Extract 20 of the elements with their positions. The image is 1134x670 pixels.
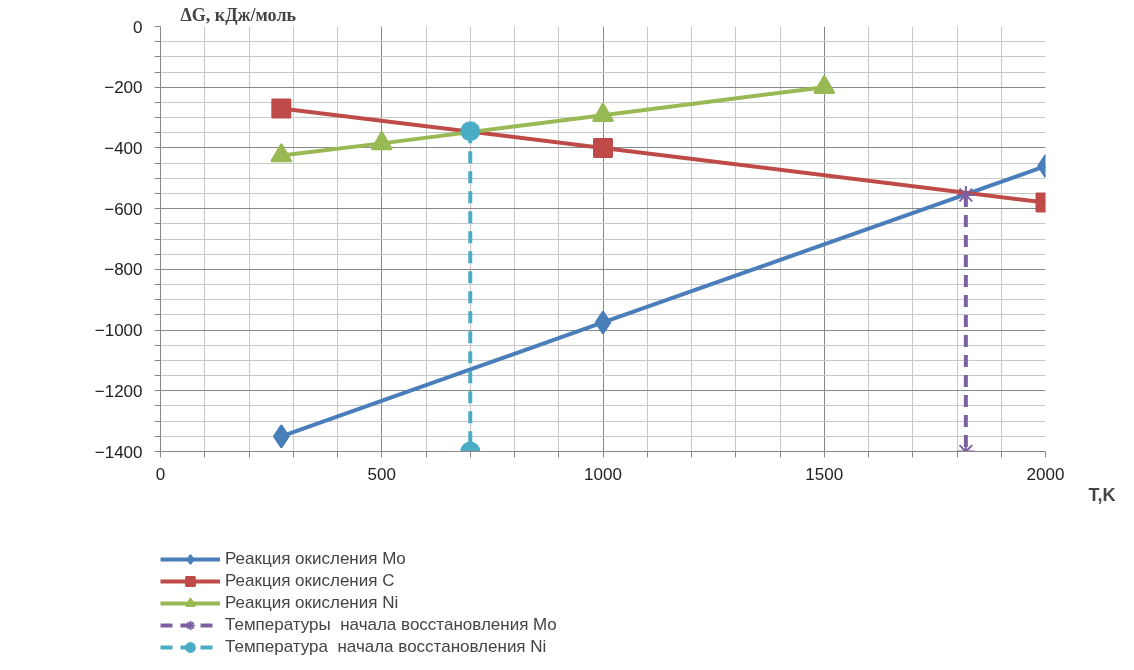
y-axis-title: ΔG, кДж/моль [180,4,297,25]
y-tick-label: −200 [104,78,143,98]
y-tick-label: −400 [104,138,143,158]
x-tick-label: 0 [155,464,166,484]
legend-label: Реакция окисления C [225,570,395,592]
x-tick-label: 1500 [805,464,844,484]
legend-label: Температуры начала восстановления Mo [225,614,557,636]
x-tick-label: 1000 [584,464,622,484]
y-tick-label: 0 [133,17,143,37]
y-tick-label: −1000 [94,321,143,341]
legend-label: Реакция окисления Ni [225,592,399,614]
x-axis-title: T,K [1088,484,1116,505]
x-tick-label: 2000 [1026,464,1065,484]
y-tick-label: −1400 [94,442,143,462]
legend-label: Реакция окисления Mo [225,548,406,570]
y-tick-label: −600 [104,199,143,219]
y-tick-label: −1200 [94,381,143,401]
legend-label: Температура начала восстановления Ni [225,636,547,658]
x-tick-label: 500 [367,464,396,484]
y-tick-label: −800 [104,260,143,280]
